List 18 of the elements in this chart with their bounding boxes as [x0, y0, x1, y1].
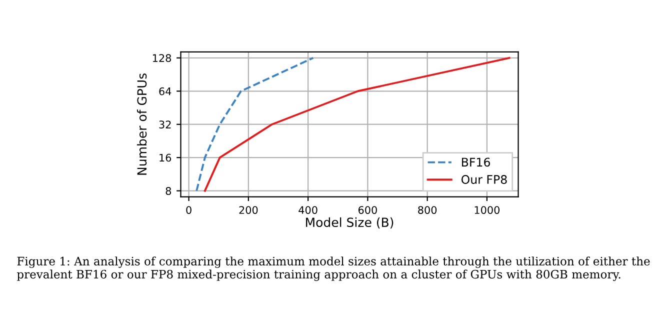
- x-tick-label: 600: [358, 206, 377, 214]
- y-tick-label: 32: [159, 120, 171, 128]
- legend-label: BF16: [462, 158, 490, 167]
- x-tick-label: 0: [186, 206, 192, 214]
- x-tick-label: 400: [298, 206, 318, 214]
- line-series: [196, 56, 314, 192]
- caption: Figure 1: An analysis of comparing the maximum model sizes attainable through the utilization of either the prevalent BF16 or our FP8 mixed-precision training approach on a cluster of GPUs with 80GB memory.: [17, 256, 650, 281]
- y-tick-label: 64: [159, 87, 172, 96]
- legend-label: Our FP8: [461, 175, 507, 184]
- y-tick-label: 128: [152, 54, 172, 62]
- y-axis-title: Number of GPUs: [136, 73, 147, 175]
- x-tick-label: 200: [239, 206, 258, 214]
- x-axis-title: Model Size (B): [306, 217, 394, 229]
- x-tick-label: 800: [418, 206, 437, 214]
- y-tick-label: 16: [160, 154, 172, 162]
- x-tick-label: 1000: [474, 206, 500, 214]
- line-series: [204, 56, 510, 192]
- y-tick-label: 8: [166, 187, 172, 195]
